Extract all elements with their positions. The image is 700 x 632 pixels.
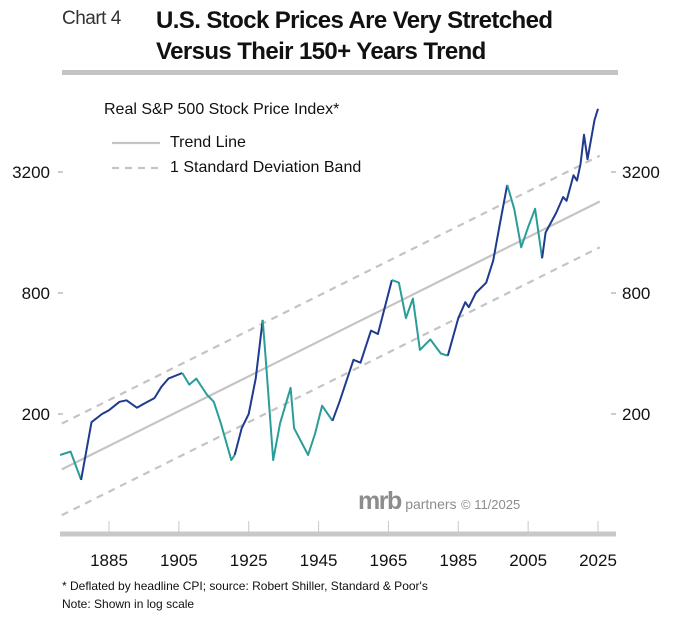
price-segment-bull [233,319,264,456]
footnote-log-scale: Note: Shown in log scale [62,597,195,611]
x-tick-label: 1945 [300,551,338,570]
x-tick-label: 2005 [509,551,547,570]
y-tick-label-left: 3200 [12,163,50,182]
price-segment-bull [80,372,183,481]
series-title: Real S&P 500 Stock Price Index* [104,101,340,118]
title-line-2: Versus Their 150+ Years Trend [156,38,486,65]
price-segment-bull [331,279,393,422]
price-segment-bull [446,184,509,356]
x-tick-label: 1925 [230,551,268,570]
price-segment-bear [181,372,236,462]
trend-line [61,200,601,471]
mrb-logo: mrb partners © 11/2025 [358,487,521,515]
x-tick-label: 1885 [90,551,128,570]
footnote-source: * Deflated by headline CPI; source: Robe… [62,579,428,593]
price-segment-bear [59,450,83,481]
x-tick-label: 2025 [579,551,617,570]
y-tick-label-right: 200 [622,405,650,424]
price-segment-bear [261,319,334,462]
chart-number: Chart 4 [62,8,121,29]
y-tick-label-right: 3200 [622,163,660,182]
price-segment-bull [541,108,599,259]
chart-title: U.S. Stock Prices Are Very Stretched Vers… [156,5,553,67]
legend-trend-label: Trend Line [170,134,246,151]
y-tick-label-left: 200 [22,405,50,424]
price-segment-bear [391,279,449,357]
y-tick-label-right: 800 [622,284,650,303]
legend-band-label: 1 Standard Deviation Band [170,159,362,176]
price-segment-bear [506,184,544,259]
x-tick-label: 1985 [439,551,477,570]
x-tick-label: 1905 [160,551,198,570]
title-divider [62,70,618,75]
y-tick-label-left: 800 [22,284,50,303]
upper-band-line [61,154,601,425]
title-line-1: U.S. Stock Prices Are Very Stretched [156,7,553,34]
lower-band-line [61,246,601,517]
x-tick-label: 1965 [370,551,408,570]
